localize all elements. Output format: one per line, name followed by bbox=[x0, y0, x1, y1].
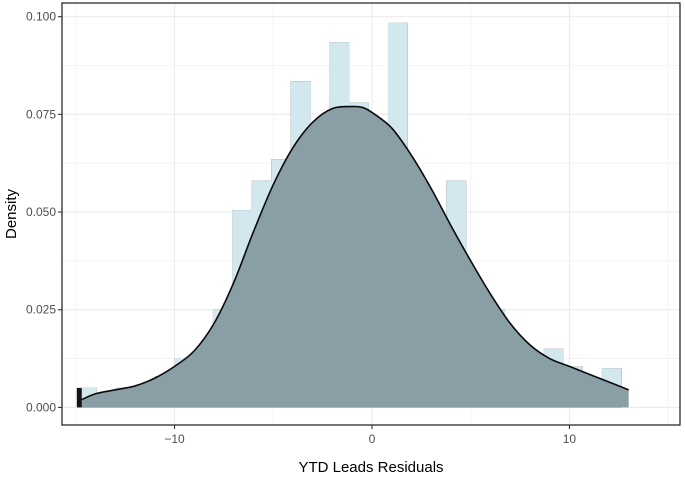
histogram-bar-overlay bbox=[81, 387, 97, 400]
y-tick-label: 0.050 bbox=[26, 205, 56, 219]
density-area bbox=[81, 106, 629, 408]
y-tick-label: 0.025 bbox=[26, 303, 56, 317]
y-tick-label: 0.075 bbox=[26, 107, 56, 121]
density-layer bbox=[81, 105, 629, 408]
y-tick-label: 0.000 bbox=[26, 400, 56, 414]
x-tick-label: −10 bbox=[164, 432, 185, 446]
x-tick-label: 10 bbox=[563, 432, 577, 446]
y-axis-title: Density bbox=[3, 188, 20, 239]
y-axis: 0.000 0.025 0.050 0.075 0.100 bbox=[26, 10, 62, 414]
density-curve bbox=[81, 105, 629, 401]
x-axis: −10 0 10 bbox=[164, 425, 576, 446]
x-axis-title: YTD Leads Residuals bbox=[298, 459, 443, 476]
y-tick-label: 0.100 bbox=[26, 10, 56, 24]
x-tick-label: 0 bbox=[369, 432, 376, 446]
plot-frame bbox=[61, 2, 681, 426]
